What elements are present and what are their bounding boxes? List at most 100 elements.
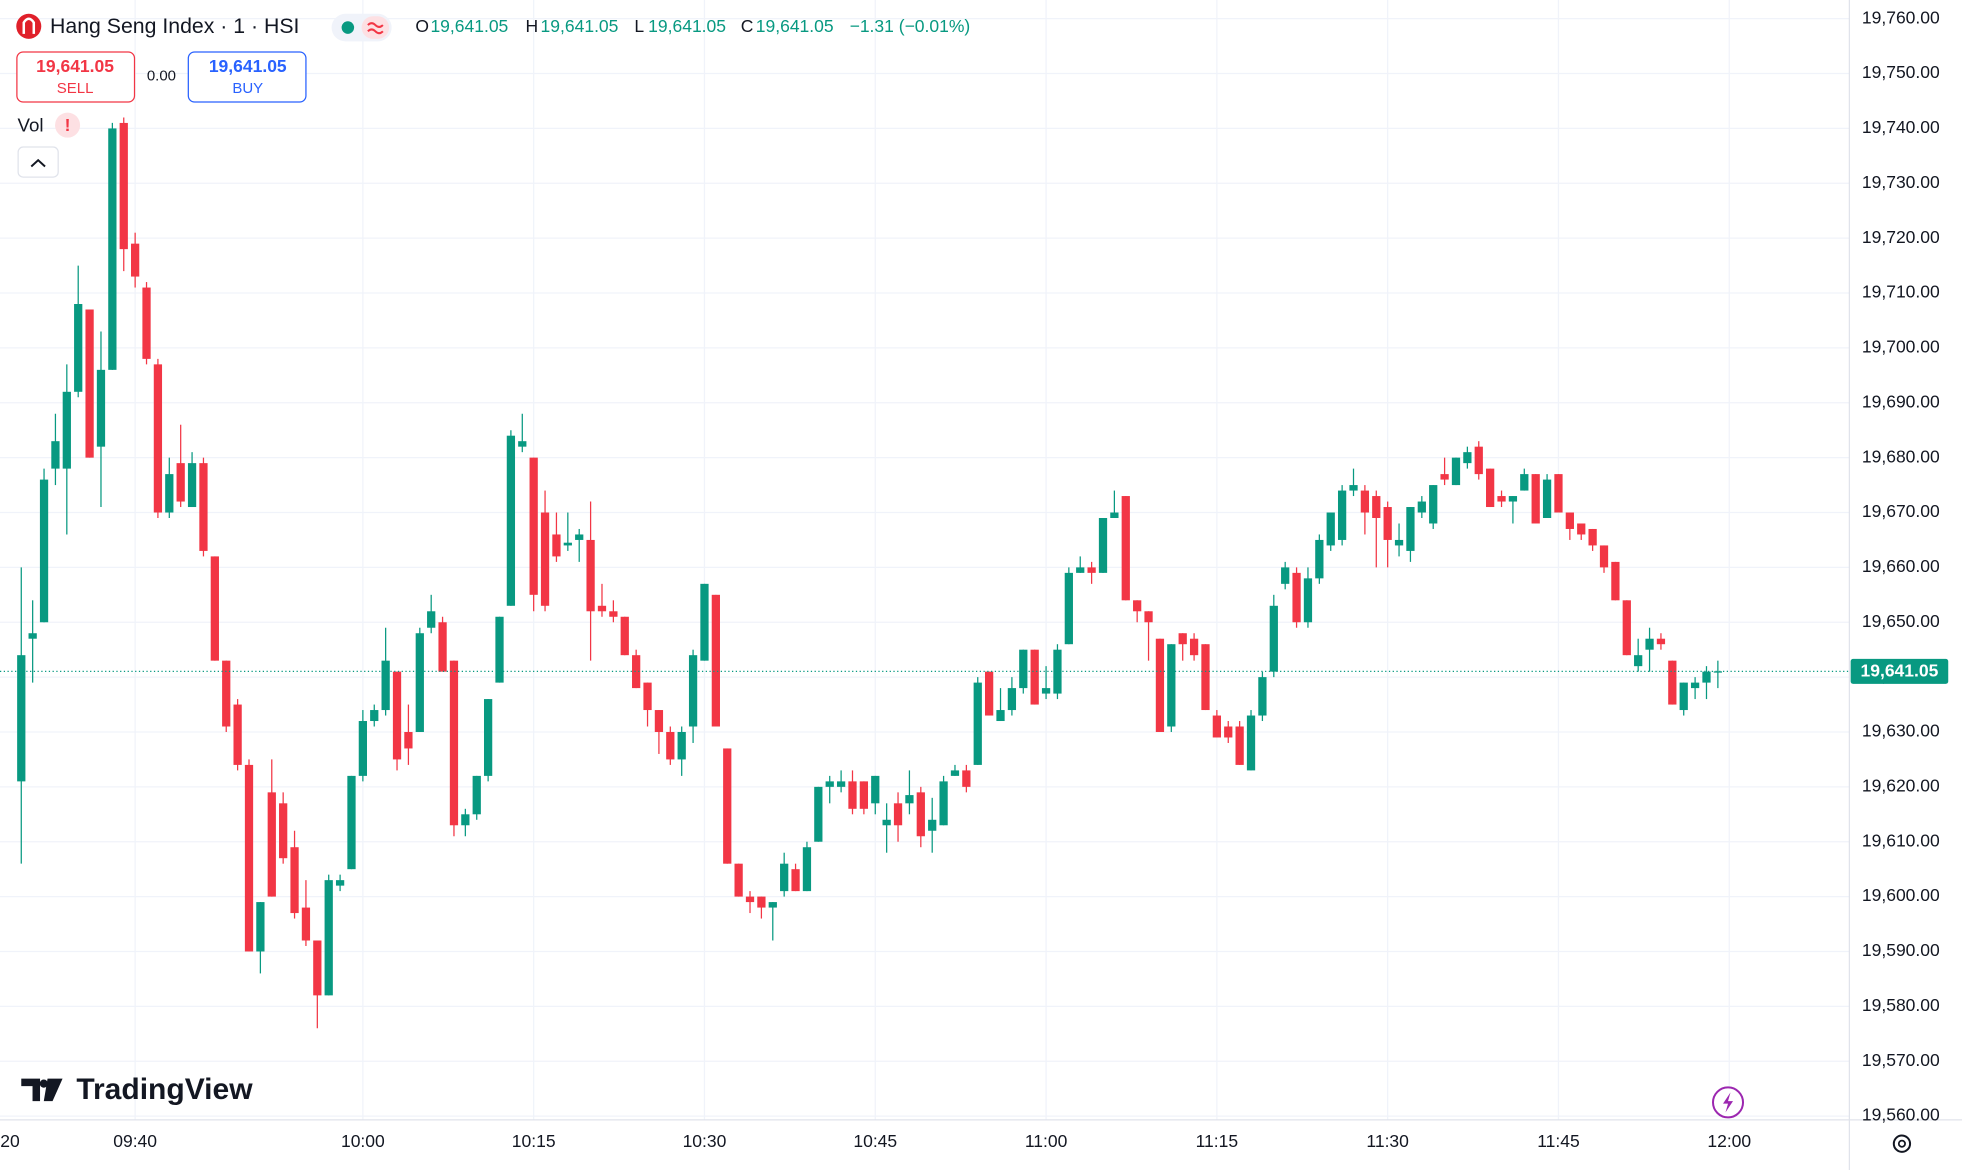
x-tick-label: 11:00 bbox=[1025, 1131, 1068, 1151]
candle-body bbox=[871, 775, 880, 804]
collapse-button[interactable] bbox=[17, 146, 59, 178]
candle-body bbox=[985, 671, 994, 716]
x-tick-label: 10:30 bbox=[683, 1131, 727, 1151]
close-value: 19,641.05 bbox=[756, 16, 834, 36]
candle-body bbox=[1098, 517, 1108, 573]
candle-body bbox=[1121, 496, 1130, 601]
candle-body bbox=[461, 814, 470, 826]
settings-button[interactable] bbox=[1892, 1134, 1912, 1153]
y-tick-label: 19,580.00 bbox=[1862, 995, 1940, 1015]
candle-body bbox=[928, 819, 937, 831]
candle-body bbox=[358, 721, 367, 776]
candle-body bbox=[335, 880, 345, 886]
candle-body bbox=[962, 770, 971, 787]
candle-body bbox=[859, 781, 869, 809]
buy-label: BUY bbox=[232, 80, 263, 97]
candle-body bbox=[506, 435, 516, 606]
candle-body bbox=[256, 902, 265, 952]
candle-body bbox=[233, 704, 242, 765]
y-tick-label: 19,670.00 bbox=[1862, 501, 1940, 521]
candle-body bbox=[1110, 512, 1119, 518]
candle-body bbox=[973, 682, 982, 765]
y-tick-label: 19,620.00 bbox=[1862, 775, 1940, 795]
candle-body bbox=[791, 869, 800, 892]
candle-body bbox=[1315, 539, 1324, 579]
y-tick-label: 19,700.00 bbox=[1862, 337, 1940, 357]
y-tick-label: 19,710.00 bbox=[1862, 282, 1940, 302]
logo-text[interactable]: TradingView bbox=[76, 1073, 253, 1106]
candle-body bbox=[916, 792, 925, 837]
candle-body bbox=[1064, 572, 1073, 645]
candle-body bbox=[472, 775, 481, 815]
candle-body bbox=[1451, 457, 1461, 486]
candle-body bbox=[313, 940, 322, 996]
candle-body bbox=[1189, 638, 1199, 656]
candle-body bbox=[1577, 523, 1586, 535]
candle-body bbox=[1281, 567, 1290, 584]
price-axis: 19,560.00 19,570.00 19,580.00 19,590.00 19,6… bbox=[1850, 7, 1949, 1125]
open-value: 19,641.05 bbox=[430, 16, 508, 36]
candles bbox=[0, 117, 1850, 1029]
indicator-alert-badge[interactable] bbox=[55, 112, 81, 138]
candle-body bbox=[905, 795, 914, 804]
candle-body bbox=[700, 583, 709, 661]
candle-body bbox=[1007, 688, 1017, 711]
y-tick-label: 19,570.00 bbox=[1862, 1050, 1940, 1070]
delayed-badge bbox=[361, 16, 390, 39]
y-tick-label: 19,690.00 bbox=[1862, 391, 1940, 411]
candle-body bbox=[745, 896, 755, 903]
candle-body bbox=[757, 896, 766, 908]
sell-button[interactable] bbox=[16, 51, 136, 103]
candle-body bbox=[279, 803, 288, 859]
x-tick-label: 11:15 bbox=[1196, 1131, 1239, 1151]
candle-body bbox=[768, 902, 777, 908]
candle-body bbox=[1440, 474, 1449, 480]
candle-body bbox=[404, 731, 413, 749]
candle-body bbox=[666, 731, 675, 760]
flash-icon bbox=[1723, 1092, 1734, 1113]
candle-body bbox=[1224, 726, 1233, 738]
y-tick-label: 19,610.00 bbox=[1862, 830, 1940, 850]
candle-body bbox=[1394, 539, 1404, 546]
candle-body bbox=[267, 792, 276, 897]
candle-body bbox=[119, 122, 128, 250]
candle-body bbox=[1383, 507, 1392, 540]
y-tick-label: 19,600.00 bbox=[1862, 885, 1940, 905]
candle-body bbox=[324, 880, 333, 996]
candle-body bbox=[1235, 726, 1244, 765]
candle-body bbox=[244, 764, 254, 952]
candle-body bbox=[1656, 638, 1666, 645]
candle-body bbox=[1588, 528, 1597, 546]
candle-body bbox=[734, 863, 743, 897]
collapse-icon bbox=[30, 158, 46, 168]
candle-body bbox=[597, 605, 607, 612]
candle-body bbox=[1417, 501, 1426, 513]
candle-body bbox=[1076, 567, 1085, 573]
high-value: 19,641.05 bbox=[541, 16, 619, 36]
candle-body bbox=[711, 594, 720, 727]
symbol-title[interactable]: Hang Seng Index · 1 · HSI bbox=[50, 14, 299, 38]
indicator-name[interactable]: Vol bbox=[18, 114, 44, 135]
candle-body bbox=[586, 539, 595, 612]
sell-label: SELL bbox=[57, 80, 94, 97]
candle-body bbox=[108, 128, 117, 370]
candle-body bbox=[438, 622, 447, 672]
candle-body bbox=[1053, 649, 1062, 694]
y-tick-label: 19,680.00 bbox=[1862, 446, 1940, 466]
candle-body bbox=[540, 512, 550, 606]
buy-button[interactable] bbox=[187, 51, 307, 103]
y-tick-label: 19,590.00 bbox=[1862, 940, 1940, 960]
candle-body bbox=[893, 803, 903, 826]
y-tick-label: 19,650.00 bbox=[1862, 611, 1940, 631]
y-tick-label: 19,720.00 bbox=[1862, 227, 1940, 247]
candle-body bbox=[996, 710, 1005, 722]
candle-body bbox=[950, 770, 960, 776]
candle-body bbox=[74, 304, 83, 392]
candle-body bbox=[1634, 655, 1643, 667]
candle-body bbox=[882, 819, 891, 826]
spread: 0.00 bbox=[147, 67, 176, 84]
y-tick-label: 19,630.00 bbox=[1862, 721, 1940, 741]
candle-body bbox=[17, 655, 26, 782]
candle-body bbox=[939, 781, 948, 826]
logo-mark bbox=[21, 1078, 63, 1102]
